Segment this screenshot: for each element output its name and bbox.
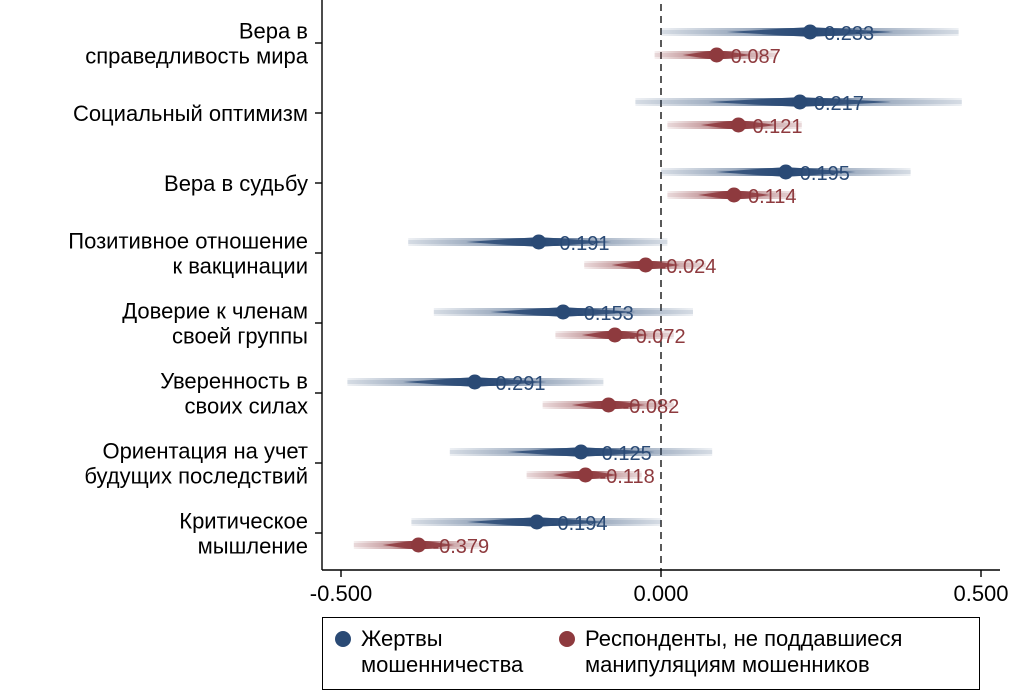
value-label: -0.194 [551,513,608,535]
value-label: 0.087 [731,46,781,68]
value-label: 0.233 [824,23,874,45]
value-label: -0.118 [599,466,654,488]
category-label: Ориентация на учет будущих последствий [84,439,308,489]
value-label: -0.082 [623,396,680,418]
value-label: 0.114 [748,186,797,208]
category-label: Уверенность в своих силах [160,369,308,419]
estimate-group: -0.118 [526,466,655,488]
point-estimate [573,444,589,460]
category-label: Позитивное отношение к вакцинации [68,229,308,279]
value-label: -0.191 [553,233,610,255]
point-estimate [792,94,808,110]
estimate-group: 0.087 [654,46,781,68]
point-estimate [778,164,794,180]
value-label: -0.125 [595,443,652,465]
value-label: 0.195 [800,163,850,185]
legend: Жертвы мошенничества Респонденты, не под… [322,617,980,690]
value-label: 0.217 [814,93,864,115]
value-label: -0.072 [629,326,686,348]
legend-label-victims: Жертвы мошенничества [361,626,524,677]
estimate-group: -0.291 [347,373,604,395]
estimate-group: -0.379 [353,536,489,558]
point-estimate [529,514,545,530]
x-tick-label: 0.500 [953,581,1008,606]
estimate-group: -0.125 [449,443,713,465]
estimate-group: 0.217 [635,93,962,115]
legend-label-nonvictims: Респонденты, не поддавшиеся манипуляциям… [585,626,903,677]
estimate-group: -0.153 [433,303,693,325]
estimate-group: 0.195 [661,163,911,185]
value-label: -0.291 [489,373,546,395]
point-estimate [709,47,725,63]
legend-item-nonvictims: Респонденты, не поддавшиеся манипуляциям… [559,626,902,678]
x-tick-label: -0.500 [310,581,372,606]
point-estimate [730,117,746,133]
value-label: -0.379 [432,536,489,558]
point-estimate [531,234,547,250]
value-label: -0.153 [577,303,634,325]
category-label: Вера в справедливость мира [85,19,309,69]
value-label: -0.024 [660,256,717,278]
legend-marker-nonvictims [559,631,575,647]
estimate-group: 0.114 [667,186,797,208]
point-estimate [467,374,483,390]
point-estimate [802,24,818,40]
point-estimate [726,187,742,203]
category-label: Вера в судьбу [164,171,308,196]
point-estimate [601,397,617,413]
category-label: Доверие к членам своей группы [122,299,308,349]
estimate-group: 0.121 [667,116,803,138]
point-estimate [577,467,593,483]
estimate-group: -0.082 [542,396,680,418]
estimate-group: -0.191 [408,233,668,255]
legend-item-victims: Жертвы мошенничества [335,626,523,678]
category-label: Критическое мышление [179,509,308,559]
point-estimate [555,304,571,320]
value-label: 0.121 [752,116,802,138]
estimate-group: 0.233 [661,23,959,45]
category-label: Социальный оптимизм [73,101,308,126]
point-estimate [607,327,623,343]
x-tick-label: 0.000 [633,581,688,606]
point-estimate [410,537,426,553]
point-estimate [638,257,654,273]
legend-marker-victims [335,631,351,647]
estimate-group: -0.194 [411,513,661,535]
estimate-group: -0.072 [555,326,686,348]
estimate-group: -0.024 [584,256,716,278]
